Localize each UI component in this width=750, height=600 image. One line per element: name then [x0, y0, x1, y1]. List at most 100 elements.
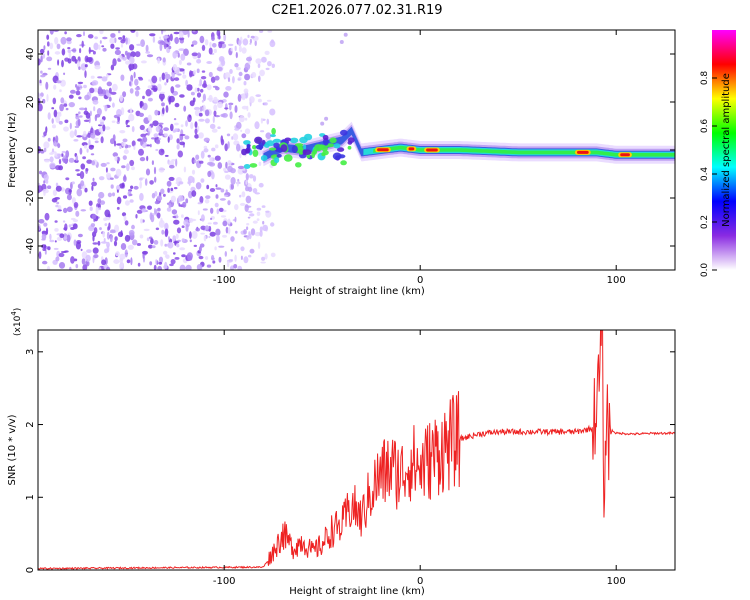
noise-speck: [120, 39, 126, 44]
noise-speck: [230, 265, 235, 270]
colorbar-tick-label: 0.6: [700, 119, 710, 134]
noise-speck: [139, 177, 143, 181]
signal-blob: [321, 152, 326, 157]
noise-speck: [147, 114, 152, 122]
noise-speck: [129, 193, 133, 197]
noise-speck: [114, 49, 121, 56]
noise-speck: [174, 128, 179, 133]
noise-speck: [194, 128, 198, 135]
noise-speck: [230, 177, 236, 185]
noise-speck: [98, 191, 105, 199]
noise-speck: [74, 125, 80, 129]
noise-speck: [234, 204, 239, 211]
noise-speck: [203, 235, 207, 242]
noise-speck: [261, 205, 266, 208]
noise-speck: [60, 97, 65, 104]
noise-speck: [47, 246, 51, 251]
noise-speck: [218, 245, 225, 248]
noise-speck: [91, 213, 97, 220]
noise-speck: [208, 71, 213, 78]
noise-speck: [191, 169, 196, 175]
noise-speck: [64, 31, 67, 35]
noise-speck: [119, 263, 122, 270]
noise-speck: [210, 207, 214, 214]
noise-speck: [68, 102, 76, 108]
signal-blob: [340, 129, 348, 136]
noise-speck: [79, 147, 83, 155]
noise-speck: [174, 102, 180, 108]
snr-ylabel: SNR (10 * v/v): [7, 414, 18, 485]
noise-speck: [185, 79, 189, 87]
colorbar-tick-label: 0.8: [700, 71, 710, 86]
noise-speck: [199, 196, 204, 204]
noise-speck: [206, 61, 213, 64]
noise-speck: [245, 205, 252, 208]
noise-speck: [260, 117, 263, 124]
noise-speck: [75, 210, 80, 217]
noise-speck: [53, 109, 58, 118]
noise-speck: [76, 34, 82, 38]
noise-speck: [49, 233, 52, 241]
noise-speck: [174, 77, 180, 81]
noise-speck: [147, 97, 153, 102]
noise-speck: [61, 158, 65, 161]
noise-speck: [215, 228, 221, 236]
noise-speck: [217, 101, 223, 109]
noise-speck: [45, 227, 49, 235]
noise-speck: [163, 127, 170, 132]
snr-ticks: -100 0 100 0 1 2 3: [25, 330, 675, 587]
noise-speck: [135, 31, 139, 38]
noise-speck: [55, 204, 59, 208]
spectrogram-ticks: -100 0 100 -40 -20 0 20 40: [25, 30, 675, 286]
noise-speck: [92, 242, 98, 245]
noise-speck: [211, 128, 218, 133]
noise-speck: [196, 52, 202, 59]
noise-speck: [224, 174, 231, 180]
signal-spike: [343, 32, 348, 37]
noise-speck: [47, 112, 51, 120]
noise-speck: [191, 40, 198, 46]
noise-speck: [154, 208, 156, 215]
noise-speck: [66, 194, 72, 201]
noise-speck: [66, 234, 71, 243]
noise-speck: [181, 32, 184, 37]
noise-speck: [194, 109, 201, 117]
signal-blob: [304, 133, 313, 141]
noise-speck: [225, 86, 232, 91]
noise-speck: [162, 35, 169, 39]
noise-speck: [176, 243, 180, 248]
noise-speck: [153, 264, 157, 270]
noise-speck: [241, 47, 247, 54]
noise-speck: [187, 30, 190, 38]
noise-speck: [119, 94, 124, 102]
noise-speck: [164, 230, 168, 238]
noise-speck: [58, 158, 62, 165]
noise-speck: [153, 240, 159, 245]
noise-speck: [77, 60, 81, 69]
noise-speck: [49, 156, 54, 163]
noise-speck: [131, 166, 135, 171]
signal-blob: [333, 143, 341, 149]
noise-speck: [247, 186, 253, 192]
noise-speck: [239, 202, 246, 206]
signal-spike: [324, 116, 329, 121]
noise-speck: [217, 126, 221, 129]
noise-speck: [160, 188, 165, 195]
noise-speck: [196, 87, 200, 92]
signal-blob: [249, 163, 258, 168]
snr-ytick-label: 3: [25, 349, 36, 355]
noise-speck: [173, 31, 180, 35]
noise-speck: [182, 30, 189, 35]
noise-speck: [38, 185, 43, 193]
noise-speck: [182, 74, 187, 79]
noise-speck: [58, 252, 65, 258]
noise-speck: [58, 120, 63, 125]
noise-speck: [149, 212, 153, 221]
noise-speck: [190, 122, 194, 130]
noise-speck: [153, 133, 159, 138]
noise-speck: [109, 230, 116, 234]
noise-speck: [179, 264, 186, 270]
noise-speck: [213, 221, 218, 225]
noise-speck: [243, 229, 247, 235]
noise-speck: [170, 195, 176, 203]
